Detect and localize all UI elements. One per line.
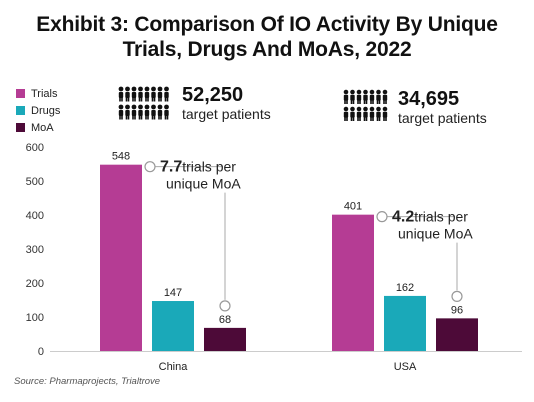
legend-swatch-moa <box>16 123 25 132</box>
chart-title-line-2: Trials, Drugs And MoAs, 2022 <box>122 38 412 61</box>
y-tick-label: 400 <box>26 210 44 222</box>
y-tick-label: 100 <box>26 312 44 324</box>
legend-label-moa: MoA <box>31 121 54 134</box>
annotation-marker <box>451 290 463 302</box>
legend: Trials Drugs MoA <box>16 86 60 137</box>
bar-moa-usa <box>436 318 478 351</box>
annotation-text-a: trials per <box>182 159 236 175</box>
legend-label-trials: Trials <box>31 87 58 100</box>
bar-trials-usa <box>332 214 374 351</box>
china-patient-count: 52,250 <box>182 84 244 106</box>
bar-moa-china <box>204 327 246 351</box>
legend-item-moa: MoA <box>16 120 60 135</box>
annotation-line-1: 4.2trials per <box>392 209 468 226</box>
legend-swatch-drugs <box>16 106 25 115</box>
legend-item-drugs: Drugs <box>16 103 60 118</box>
y-tick-label: 300 <box>26 244 44 256</box>
bar-trials-china <box>100 164 142 351</box>
usa-patient-count: 34,695 <box>398 88 460 110</box>
y-tick-label: 0 <box>38 346 44 358</box>
source-note: Source: Pharmaprojects, Trialtrove <box>14 376 161 387</box>
data-label: 96 <box>451 304 463 316</box>
annotation-line-2: unique MoA <box>398 226 473 242</box>
y-tick-label: 500 <box>26 176 44 188</box>
annotation-marker <box>144 161 156 173</box>
chart-title: Exhibit 3: Comparison Of IO Activity By … <box>0 12 534 62</box>
bar-drugs-china <box>152 301 194 351</box>
legend-item-trials: Trials <box>16 86 60 101</box>
x-tick-label-china: China <box>159 361 189 373</box>
data-label: 401 <box>344 201 362 213</box>
annotation-value: 4.2 <box>392 209 414 226</box>
people-group-icon <box>343 89 388 121</box>
legend-label-drugs: Drugs <box>31 104 61 117</box>
x-tick-label-usa: USA <box>394 361 417 373</box>
annotation-line-2: unique MoA <box>166 176 241 192</box>
annotation-text-a: trials per <box>414 209 468 225</box>
data-label: 162 <box>396 282 414 294</box>
data-label: 68 <box>219 314 231 326</box>
y-tick-label: 600 <box>26 142 44 154</box>
annotation-marker <box>376 211 388 223</box>
data-label: 147 <box>164 287 182 299</box>
annotation-value: 7.7 <box>160 159 182 176</box>
legend-swatch-trials <box>16 89 25 98</box>
bar-drugs-usa <box>384 295 426 351</box>
usa-patient-label: target patients <box>398 110 487 126</box>
y-tick-label: 200 <box>26 278 44 290</box>
usa-patients: 34,695 target patients <box>343 88 487 126</box>
china-patient-label: target patients <box>182 106 271 122</box>
annotation-marker <box>219 300 231 312</box>
china-patients: 52,250 target patients <box>118 84 271 122</box>
chart-title-line-1: Exhibit 3: Comparison Of IO Activity By … <box>36 13 498 36</box>
annotation-line-1: 7.7trials per <box>160 159 236 176</box>
data-label: 548 <box>112 151 130 163</box>
people-group-icon <box>118 86 169 120</box>
